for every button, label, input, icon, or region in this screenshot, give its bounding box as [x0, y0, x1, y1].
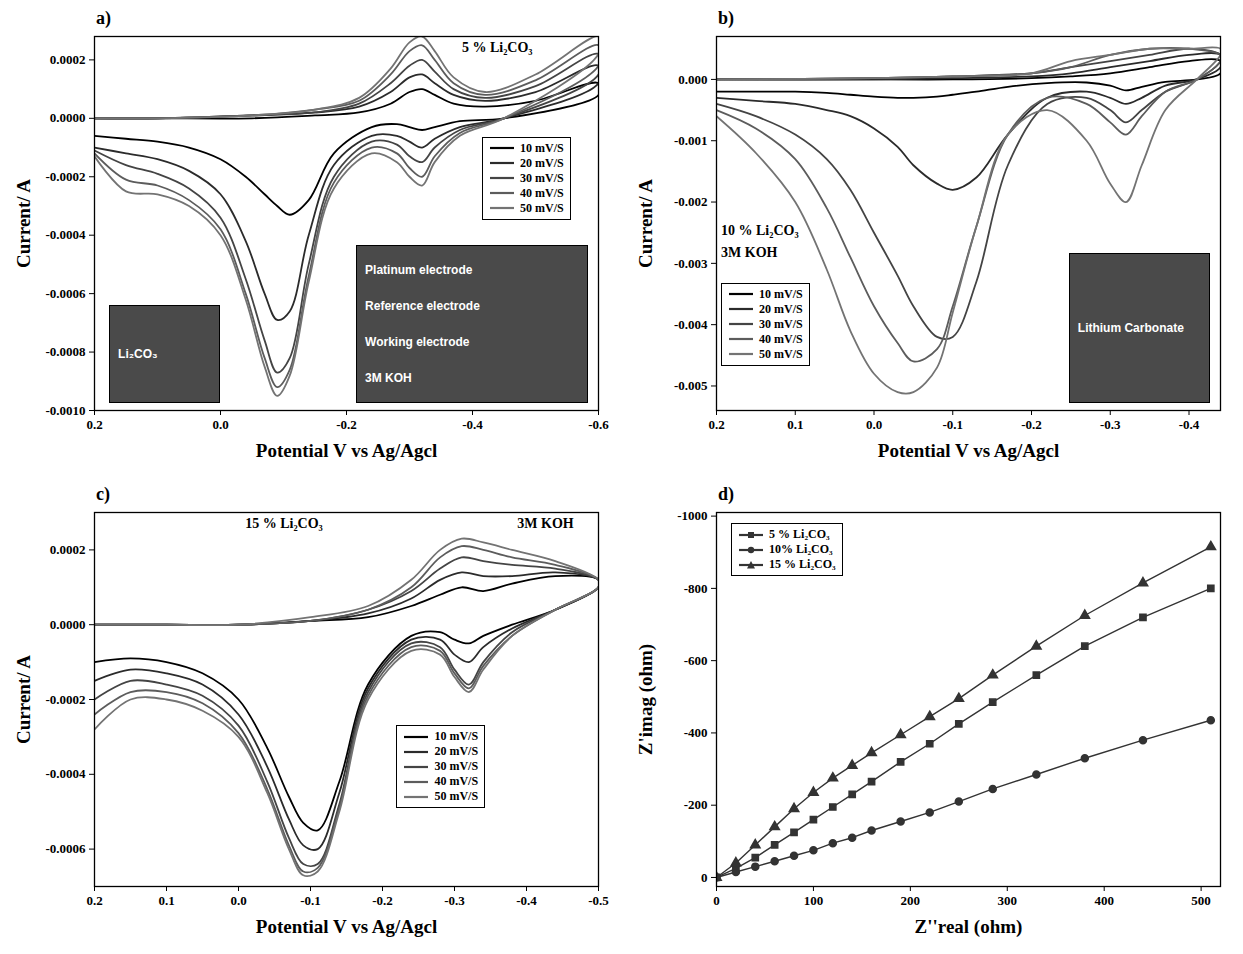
svg-text:-0.4: -0.4 — [1179, 417, 1200, 432]
svg-text:0.2: 0.2 — [86, 417, 102, 432]
html-text:15 % Li₂CO₃: 15 % Li₂CO₃ — [245, 516, 323, 532]
svg-text:-0.6: -0.6 — [588, 417, 609, 432]
svg-text:400: 400 — [1094, 893, 1114, 908]
svg-text:0.0: 0.0 — [866, 417, 882, 432]
svg-text:Current/ A: Current/ A — [635, 179, 656, 268]
svg-text:0: 0 — [701, 870, 708, 885]
svg-text:200: 200 — [901, 893, 921, 908]
svg-text:0.000: 0.000 — [678, 72, 707, 87]
svg-text:Current/ A: Current/ A — [13, 179, 34, 268]
html-text:3M KOH: 3M KOH — [517, 516, 574, 532]
html-text:50 mV/S: 50 mV/S — [520, 201, 564, 215]
svg-text:Potential V vs Ag/Agcl: Potential V vs Ag/Agcl — [878, 440, 1059, 461]
svg-text:0.0: 0.0 — [212, 417, 228, 432]
html-text:40 mV/S: 40 mV/S — [434, 774, 479, 789]
html-text:10 mV/S: 10 mV/S — [759, 286, 803, 301]
html-text:10% Li₂CO₃: 10% Li₂CO₃ — [769, 542, 833, 557]
svg-text:-600: -600 — [684, 653, 708, 668]
html-text:40 mV/S: 40 mV/S — [520, 186, 564, 200]
svg-text:Z'imag (ohm): Z'imag (ohm) — [635, 644, 657, 755]
html-text:5 % Li₂CO₃: 5 % Li₂CO₃ — [461, 40, 533, 56]
html-text:b): b) — [718, 8, 734, 28]
svg-text:-200: -200 — [684, 797, 708, 812]
svg-text:-0.2: -0.2 — [1021, 417, 1042, 432]
html-text:40 mV/S: 40 mV/S — [759, 331, 803, 346]
svg-text:Potential V vs Ag/Agcl: Potential V vs Ag/Agcl — [256, 916, 437, 937]
svg-text:Z''real (ohm): Z''real (ohm) — [915, 916, 1023, 938]
svg-text:100: 100 — [804, 893, 824, 908]
svg-text:0.0000: 0.0000 — [50, 617, 86, 632]
svg-text:-0.4: -0.4 — [462, 417, 483, 432]
svg-text:-0.0002: -0.0002 — [45, 692, 85, 707]
svg-text:-0.0008: -0.0008 — [45, 344, 86, 359]
svg-text:-0.3: -0.3 — [444, 893, 465, 908]
svg-text:-0.005: -0.005 — [674, 378, 708, 393]
html-text:10 % Li₂CO₃: 10 % Li₂CO₃ — [721, 223, 799, 238]
html-text:10 mV/S: 10 mV/S — [520, 141, 564, 155]
html-text:50 mV/S: 50 mV/S — [759, 346, 803, 361]
svg-text:-0.0006: -0.0006 — [45, 286, 86, 301]
svg-text:-0.3: -0.3 — [1100, 417, 1121, 432]
svg-text:0.2: 0.2 — [86, 893, 102, 908]
svg-text:-800: -800 — [684, 581, 708, 596]
svg-text:-0.0006: -0.0006 — [45, 841, 86, 856]
html-text:3M KOH: 3M KOH — [721, 245, 778, 261]
html-text:Platinum electrode: Platinum electrode — [365, 263, 473, 278]
svg-text:Current/ A: Current/ A — [13, 655, 34, 744]
html-text:Reference electrode: Reference electrode — [365, 299, 480, 314]
svg-text:-0.2: -0.2 — [372, 893, 393, 908]
html-text:d): d) — [718, 484, 734, 504]
svg-text:-0.4: -0.4 — [516, 893, 537, 908]
html-text:10 mV/S: 10 mV/S — [434, 729, 479, 744]
svg-text:-0.001: -0.001 — [674, 133, 708, 148]
svg-text:-0.1: -0.1 — [942, 417, 963, 432]
svg-text:300: 300 — [998, 893, 1018, 908]
svg-text:-0.0004: -0.0004 — [45, 227, 86, 242]
svg-text:-0.0004: -0.0004 — [45, 766, 86, 781]
html-text:30 mV/S: 30 mV/S — [520, 171, 564, 185]
html-text:30 mV/S: 30 mV/S — [434, 759, 479, 774]
svg-text:-0.002: -0.002 — [674, 194, 708, 209]
svg-text:0.0000: 0.0000 — [50, 110, 86, 125]
svg-text:-0.1: -0.1 — [300, 893, 321, 908]
svg-text:0.2: 0.2 — [708, 417, 724, 432]
svg-text:-1000: -1000 — [677, 508, 707, 523]
svg-text:0.1: 0.1 — [787, 417, 803, 432]
html-text:5 % Li₂CO₃: 5 % Li₂CO₃ — [769, 527, 830, 542]
html-text:20 mV/S: 20 mV/S — [434, 744, 479, 759]
svg-text:0.0002: 0.0002 — [50, 542, 86, 557]
html-text:20 mV/S: 20 mV/S — [520, 156, 564, 170]
svg-text:-0.003: -0.003 — [674, 256, 708, 271]
svg-text:0.1: 0.1 — [158, 893, 174, 908]
html-text:Lithium Carbonate: Lithium Carbonate — [1077, 320, 1184, 335]
svg-text:0: 0 — [713, 893, 720, 908]
svg-text:Potential V vs Ag/Agcl: Potential V vs Ag/Agcl — [256, 440, 437, 461]
svg-text:500: 500 — [1191, 893, 1211, 908]
svg-text:-0.2: -0.2 — [336, 417, 357, 432]
svg-text:-0.004: -0.004 — [674, 317, 708, 332]
svg-text:-0.5: -0.5 — [588, 893, 609, 908]
svg-text:-0.0002: -0.0002 — [45, 169, 85, 184]
html-text:30 mV/S: 30 mV/S — [759, 316, 803, 331]
html-text:3M KOH: 3M KOH — [365, 370, 412, 385]
svg-text:0.0002: 0.0002 — [50, 52, 86, 67]
svg-text:-0.0010: -0.0010 — [45, 403, 85, 418]
html-text:Working electrode: Working electrode — [365, 334, 470, 349]
html-text:50 mV/S: 50 mV/S — [434, 789, 479, 804]
svg-text:0.0: 0.0 — [230, 893, 246, 908]
html-text:Li₂CO₃: Li₂CO₃ — [118, 346, 158, 361]
html-text:c): c) — [96, 484, 110, 504]
html-text:15 % Li₂CO₃: 15 % Li₂CO₃ — [769, 557, 836, 572]
html-text:a): a) — [96, 8, 111, 28]
svg-text:-400: -400 — [684, 725, 708, 740]
html-text:20 mV/S: 20 mV/S — [759, 301, 803, 316]
